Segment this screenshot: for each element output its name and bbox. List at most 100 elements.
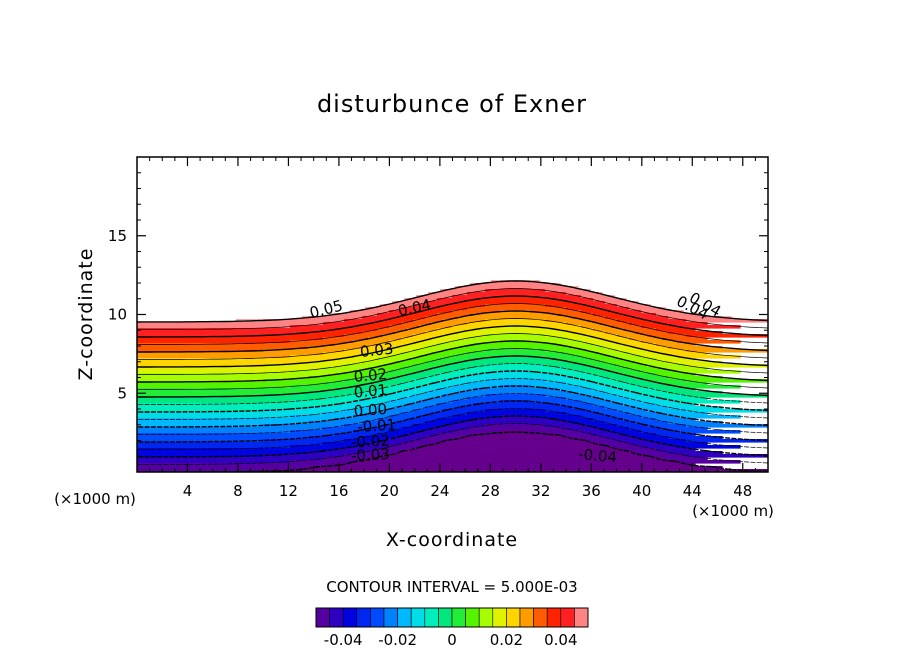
contour-band-cell xyxy=(623,343,657,347)
contour-band-cell xyxy=(635,346,669,350)
contour-band-cell xyxy=(323,397,369,401)
contour-band-cell xyxy=(557,298,594,302)
contour-band-cell xyxy=(362,391,396,395)
contour-line xyxy=(137,348,768,390)
contour-band-cell xyxy=(545,379,588,383)
contour-band-cell xyxy=(500,385,531,389)
contour-band-cell xyxy=(635,406,669,410)
contour-band-cell xyxy=(530,385,582,389)
contour-band-cell xyxy=(137,448,336,452)
contour-band-cell xyxy=(362,376,396,380)
colorbar-swatch xyxy=(560,607,575,628)
colorbar-swatch xyxy=(342,607,358,628)
contour-band-cell xyxy=(344,439,384,443)
contour-band-cell xyxy=(137,307,366,311)
y-axis-label: Z-coordinate xyxy=(75,248,97,381)
contour-label: -0.03 xyxy=(351,445,391,465)
contour-band-cell xyxy=(473,358,558,362)
contour-band-cell xyxy=(668,346,723,350)
contour-band-cell xyxy=(413,424,444,428)
contour-band-cell xyxy=(473,418,558,422)
contour-line xyxy=(137,408,768,450)
contour-band-cell xyxy=(572,421,606,425)
contour-band-cell xyxy=(389,370,420,374)
contour-band-cell xyxy=(137,310,351,314)
contour-band-cell xyxy=(656,313,699,317)
contour-band-cell xyxy=(137,454,264,458)
contour-band-cell xyxy=(668,436,723,440)
contour-band-cell xyxy=(395,436,426,440)
contour-band-cell xyxy=(401,322,432,326)
contour-line xyxy=(137,393,768,435)
contour-band-cell xyxy=(137,370,291,374)
contour-band-cell xyxy=(407,403,438,407)
contour-band-cell xyxy=(635,331,669,335)
contour-band-cell xyxy=(401,382,432,386)
contour-band-cell xyxy=(137,313,330,317)
colorbar-swatch xyxy=(438,607,453,628)
contour-band-cell xyxy=(656,418,696,422)
contour-band-cell xyxy=(677,445,741,449)
contour-band-cell xyxy=(137,325,291,329)
contour-band-cell xyxy=(308,361,363,365)
contour-band-cell xyxy=(263,364,345,368)
contour-band-cell xyxy=(362,346,396,350)
contour-band-cell xyxy=(413,409,444,413)
contour-band-cell xyxy=(335,433,378,437)
contour-band-cell xyxy=(389,415,420,419)
contour-band-cell xyxy=(686,319,768,323)
contour-band-cell xyxy=(413,334,444,338)
contour-band-cell xyxy=(263,439,345,443)
contour-band-cell xyxy=(452,325,501,329)
contour-band-cell xyxy=(485,304,546,308)
contour-band-cell xyxy=(473,313,558,317)
contour-band-cell xyxy=(581,355,612,359)
contour-band-cell xyxy=(623,328,657,332)
contour-band-cell xyxy=(137,400,291,404)
contour-band-cell xyxy=(407,313,438,317)
contour-band-cell xyxy=(581,415,612,419)
contour-band-cell xyxy=(344,424,384,428)
contour-band-cell xyxy=(383,334,414,338)
x-tick-label: 32 xyxy=(531,482,550,500)
contour-band-cell xyxy=(668,316,723,320)
contour-band-cell xyxy=(290,445,354,449)
contour-band-cell xyxy=(368,412,402,416)
contour-band-cell xyxy=(308,451,363,455)
contour-band-cell xyxy=(362,406,396,410)
contour-band-cell xyxy=(377,433,408,437)
contour-band-cell xyxy=(641,415,678,419)
contour-band-cell xyxy=(353,340,390,344)
contour-band-cell xyxy=(344,409,384,413)
contour-band-cell xyxy=(467,352,567,356)
contour-band-cell xyxy=(668,361,723,365)
contour-label: -0.01 xyxy=(357,415,397,436)
colorbar-tick-label: 0 xyxy=(447,631,457,649)
contour-band-cell xyxy=(557,418,594,422)
contour-band-cell xyxy=(263,319,345,323)
contour-band-cell xyxy=(335,448,378,452)
colorbar-tick-label: 0.04 xyxy=(544,631,577,649)
contour-band-cell xyxy=(641,370,678,374)
contour-band-cell xyxy=(629,367,663,371)
contour-band-cell xyxy=(467,397,567,401)
contour-fill xyxy=(137,280,768,472)
contour-band-cell xyxy=(599,427,630,431)
contour-band-cell xyxy=(308,376,363,380)
contour-band-cell xyxy=(362,436,396,440)
contour-band-cell xyxy=(419,310,453,314)
contour-band-cell xyxy=(137,460,291,464)
colorbar-swatch xyxy=(574,607,589,628)
contour-band-cell xyxy=(599,352,630,356)
contour-band-cell xyxy=(686,349,768,353)
contour-label: 0.00 xyxy=(353,400,388,420)
contour-band-cell xyxy=(137,397,324,401)
contour-band-cell xyxy=(677,385,741,389)
contour-band-cell xyxy=(362,331,396,335)
contour-band-cell xyxy=(401,397,432,401)
contour-band-cell xyxy=(617,364,648,368)
contour-band-cell xyxy=(452,310,501,314)
contour-band-cell xyxy=(389,430,420,434)
